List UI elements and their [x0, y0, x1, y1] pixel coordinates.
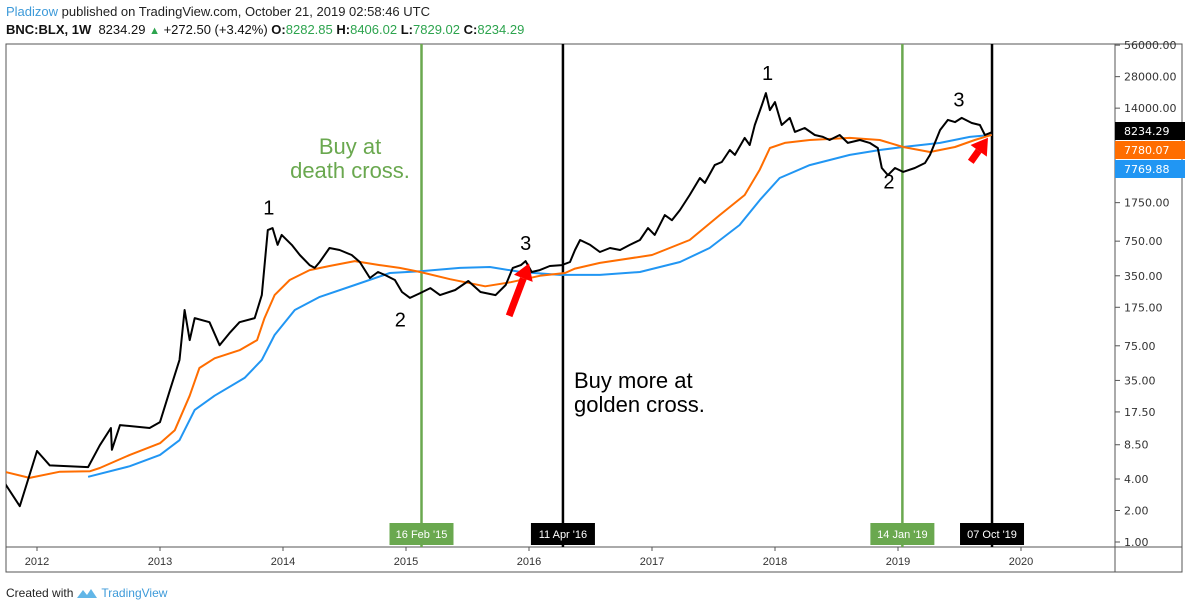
y-tick-label: 35.00 — [1124, 374, 1156, 387]
symbol-info: BNC:BLX, 1W 8234.29 ▲ +272.50 (+3.42%) O… — [6, 22, 524, 37]
x-tick-label: 2016 — [517, 556, 541, 568]
date-label-box — [960, 523, 1025, 545]
high-label: H: — [336, 22, 351, 37]
open-label: O: — [271, 22, 286, 37]
wave-label: 3 — [520, 233, 531, 255]
red-arrow-shaft — [967, 148, 982, 164]
series-line-ma_blue — [87, 133, 992, 478]
date-label-box — [389, 523, 454, 545]
up-triangle-icon: ▲ — [149, 25, 160, 37]
price-label: 7780.07 — [1124, 144, 1170, 157]
low-label: L: — [400, 22, 413, 37]
y-tick-label: 4.00 — [1124, 473, 1149, 486]
symbol: BNC:BLX, 1W — [6, 22, 92, 37]
x-tick-label: 2020 — [1009, 556, 1033, 568]
author-link[interactable]: Pladizow — [6, 4, 59, 19]
y-tick-label: 8.50 — [1124, 439, 1149, 452]
wave-label: 1 — [263, 197, 274, 219]
x-tick-label: 2019 — [886, 556, 910, 568]
price-label-box — [1115, 141, 1185, 159]
x-tick-label: 2017 — [640, 556, 664, 568]
last-price: 8234.29 — [98, 22, 146, 37]
low-value: 7829.02 — [413, 22, 460, 37]
note-text: golden cross. — [574, 392, 705, 417]
x-tick-label: 2013 — [148, 556, 172, 568]
note-text: Buy more at — [574, 368, 693, 393]
note-text: death cross. — [290, 158, 410, 183]
x-tick-label: 2018 — [763, 556, 787, 568]
wave-label: 2 — [395, 309, 406, 331]
y-tick-label: 750.00 — [1124, 235, 1163, 248]
x-tick-label: 2015 — [394, 556, 418, 568]
y-tick-label: 350.00 — [1124, 270, 1163, 283]
red-arrow-head-icon — [970, 137, 988, 157]
y-tick-label: 2.00 — [1124, 505, 1149, 518]
red-arrow-head-icon — [513, 263, 533, 282]
red-arrow-shaft — [505, 277, 527, 318]
series-line-price — [6, 92, 993, 508]
open-value: 8282.85 — [285, 22, 333, 37]
tradingview-link[interactable]: TradingView — [101, 586, 168, 600]
y-tick-label: 1750.00 — [1124, 197, 1170, 210]
series-line-ma_orange — [6, 133, 992, 479]
y-tick-label: 28000.00 — [1124, 71, 1177, 84]
publish-info: Pladizow published on TradingView.com, O… — [6, 4, 430, 19]
close-value: 8234.29 — [477, 22, 525, 37]
wave-label: 1 — [762, 63, 773, 85]
y-tick-label: 175.00 — [1124, 301, 1163, 314]
published-text: published on TradingView.com, October 21… — [61, 4, 430, 19]
footer: Created with TradingView — [6, 586, 167, 600]
y-tick-label: 56000.00 — [1124, 39, 1177, 52]
price-label-box — [1115, 160, 1185, 178]
y-tick-label: 75.00 — [1124, 340, 1156, 353]
price-label: 8234.29 — [1124, 125, 1170, 138]
y-tick-label: 14000.00 — [1124, 102, 1177, 115]
date-label: 14 Jan '19 — [877, 529, 927, 541]
wave-label: 3 — [953, 90, 964, 112]
date-label-box — [870, 523, 935, 545]
y-tick-label: 1.00 — [1124, 536, 1149, 549]
change: +272.50 (+3.42%) — [163, 22, 268, 37]
note-text: Buy at — [319, 134, 381, 159]
price-label: 7769.88 — [1124, 163, 1170, 176]
date-label: 07 Oct '19 — [967, 529, 1017, 541]
price-label-box — [1115, 122, 1185, 140]
created-with-text: Created with — [6, 586, 74, 600]
x-tick-label: 2014 — [271, 556, 295, 568]
date-label: 11 Apr '16 — [539, 529, 587, 541]
chart-frame — [5, 43, 1183, 573]
date-label: 16 Feb '15 — [396, 529, 448, 541]
close-label: C: — [463, 22, 478, 37]
date-label-box — [530, 523, 595, 545]
x-tick-label: 2012 — [25, 556, 49, 568]
wave-label: 2 — [883, 171, 894, 193]
tradingview-logo-icon — [77, 589, 98, 598]
high-value: 8406.02 — [350, 22, 398, 37]
y-tick-label: 17.50 — [1124, 406, 1156, 419]
